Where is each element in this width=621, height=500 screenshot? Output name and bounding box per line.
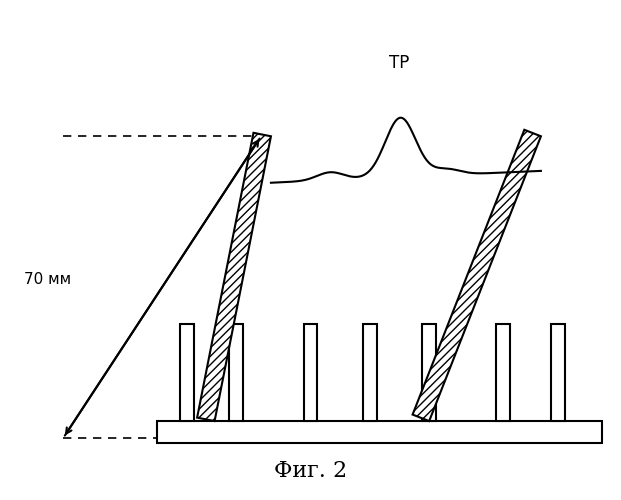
Bar [157, 421, 602, 443]
Bar [422, 324, 436, 421]
Bar [229, 324, 243, 421]
Bar [496, 324, 510, 421]
Bar [551, 324, 564, 421]
Polygon shape [197, 133, 271, 421]
Bar [180, 324, 194, 421]
Text: Фиг. 2: Фиг. 2 [274, 460, 347, 482]
Text: TP: TP [389, 54, 410, 72]
Text: 70 мм: 70 мм [24, 272, 71, 287]
Bar [363, 324, 377, 421]
Bar [304, 324, 317, 421]
Polygon shape [412, 130, 541, 421]
